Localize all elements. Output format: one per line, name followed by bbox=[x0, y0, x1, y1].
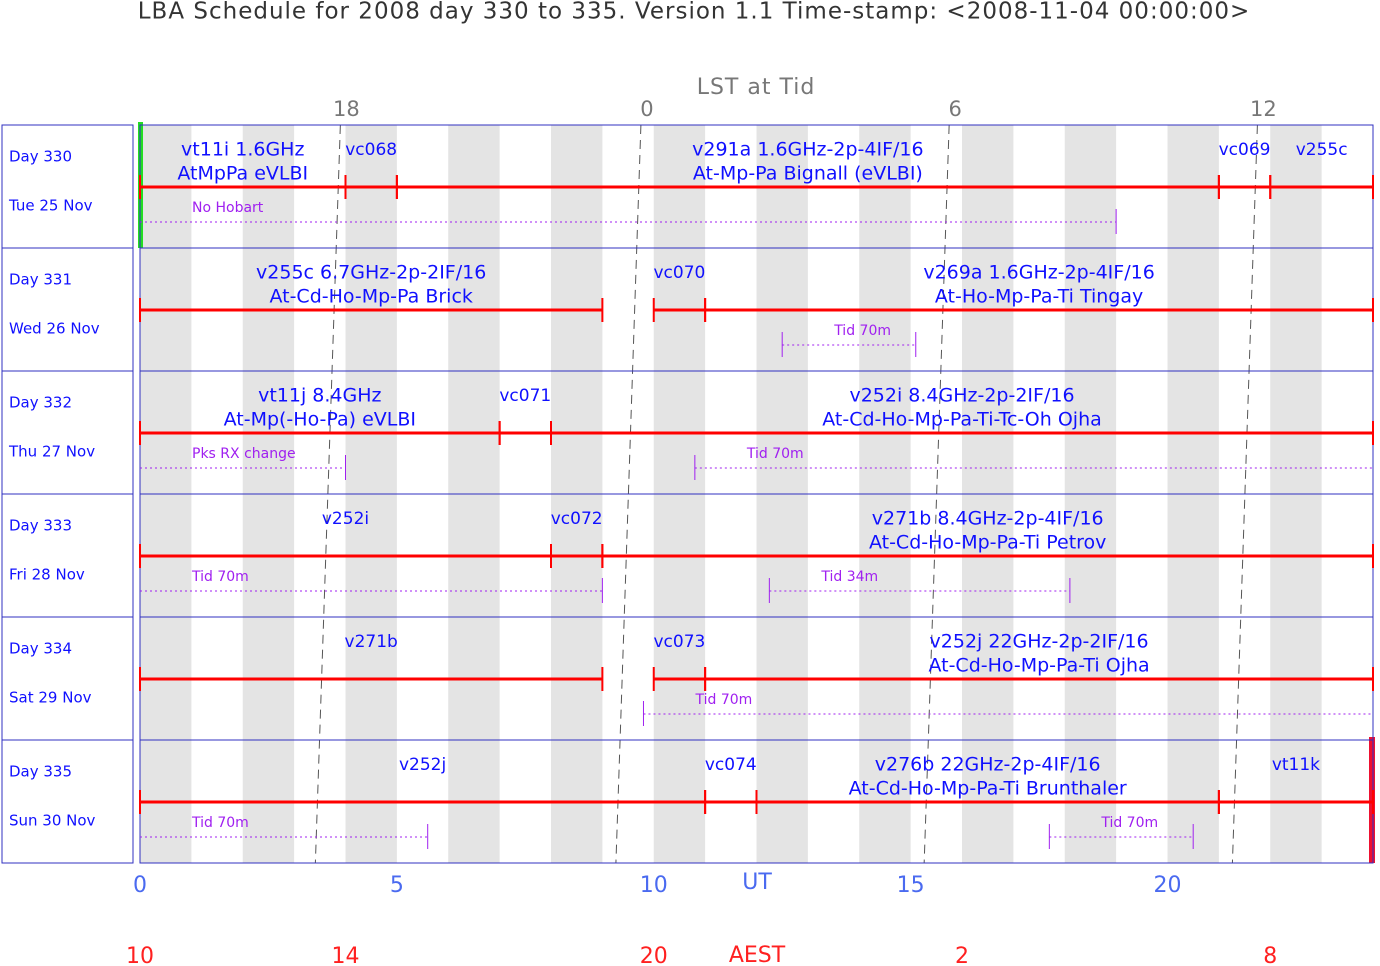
experiment-label: vc072 bbox=[551, 509, 603, 529]
experiment-label: vt11k bbox=[1272, 755, 1320, 775]
experiment-label: v252i 8.4GHz-2p-2IF/16 bbox=[849, 385, 1074, 407]
experiment-label: vt11i 1.6GHz bbox=[181, 139, 304, 161]
experiment-label: v271b bbox=[345, 632, 398, 652]
aest-tick-label: 8 bbox=[1263, 944, 1277, 966]
experiment-label: v271b 8.4GHz-2p-4IF/16 bbox=[872, 508, 1104, 530]
day-date: Thu 27 Nov bbox=[8, 443, 95, 461]
note-label: Tid 70m bbox=[191, 569, 249, 585]
experiment-label: At-Mp-Pa Bignall (eVLBI) bbox=[693, 163, 923, 185]
experiment-label: v255c 6.7GHz-2p-2IF/16 bbox=[256, 262, 486, 284]
aest-tick-label: 20 bbox=[640, 944, 668, 966]
day-label: Day 330 bbox=[9, 148, 72, 166]
note-label: Tid 70m bbox=[1100, 815, 1158, 831]
experiment-label: v269a 1.6GHz-2p-4IF/16 bbox=[923, 262, 1154, 284]
note-label: Tid 70m bbox=[191, 815, 249, 831]
day-date: Fri 28 Nov bbox=[9, 566, 85, 584]
experiment-label: vc068 bbox=[345, 140, 397, 160]
aest-tick-label: 10 bbox=[126, 944, 154, 966]
experiment-label: vc074 bbox=[705, 755, 757, 775]
note-label: No Hobart bbox=[192, 200, 264, 216]
chart-title: LBA Schedule for 2008 day 330 to 335. Ve… bbox=[138, 0, 1251, 25]
lst-tick-label: 12 bbox=[1250, 97, 1277, 121]
day-date: Tue 25 Nov bbox=[8, 197, 93, 215]
day-label-box bbox=[1, 739, 134, 864]
experiment-label: At-Cd-Ho-Mp-Pa-Ti Brunthaler bbox=[849, 778, 1127, 800]
experiment-label: v276b 22GHz-2p-4IF/16 bbox=[875, 754, 1101, 776]
x-tick-label: 10 bbox=[640, 873, 668, 898]
lst-tick-label: 0 bbox=[640, 97, 653, 121]
experiment-label: vc070 bbox=[654, 263, 706, 283]
note-label: Tid 70m bbox=[746, 446, 804, 462]
experiment-label: v291a 1.6GHz-2p-4IF/16 bbox=[692, 139, 923, 161]
experiment-label: At-Cd-Ho-Mp-Pa Brick bbox=[269, 286, 472, 308]
x-tick-label: 20 bbox=[1154, 873, 1182, 898]
x-axis-label: UT bbox=[742, 870, 772, 895]
experiment-label: vc073 bbox=[654, 632, 706, 652]
note-label: Tid 70m bbox=[833, 323, 891, 339]
experiment-label: vc071 bbox=[499, 386, 551, 406]
experiment-label: At-Mp(-Ho-Pa) eVLBI bbox=[224, 409, 416, 431]
day-label: Day 332 bbox=[9, 394, 72, 412]
note-label: Pks RX change bbox=[192, 446, 296, 462]
day-label: Day 331 bbox=[9, 271, 72, 289]
experiment-label: vt11j 8.4GHz bbox=[258, 385, 381, 407]
day-date: Sat 29 Nov bbox=[9, 689, 92, 707]
experiment-label: At-Ho-Mp-Pa-Ti Tingay bbox=[935, 286, 1143, 308]
aest-tick-label: 2 bbox=[955, 944, 969, 966]
experiment-label: At-Cd-Ho-Mp-Pa-Ti Ojha bbox=[928, 655, 1149, 677]
lst-tick-label: 6 bbox=[948, 97, 961, 121]
x-tick-label: 0 bbox=[133, 873, 147, 898]
experiment-label: v252j bbox=[399, 755, 446, 775]
experiment-label: v252j 22GHz-2p-2IF/16 bbox=[930, 631, 1149, 653]
x-tick-label: 5 bbox=[390, 873, 404, 898]
experiment-label: At-Cd-Ho-Mp-Pa-Ti Petrov bbox=[869, 532, 1106, 554]
experiment-label: vc069 bbox=[1219, 140, 1271, 160]
x-tick-label: 15 bbox=[897, 873, 925, 898]
aest-tick-label: 14 bbox=[332, 944, 360, 966]
day-date: Wed 26 Nov bbox=[9, 320, 100, 338]
note-label: Tid 34m bbox=[820, 569, 878, 585]
experiment-label: AtMpPa eVLBI bbox=[177, 163, 308, 185]
lst-tick-label: 18 bbox=[333, 97, 360, 121]
top-axis-label: LST at Tid bbox=[697, 75, 816, 100]
note-label: Tid 70m bbox=[694, 692, 752, 708]
experiment-label: At-Cd-Ho-Mp-Pa-Ti-Tc-Oh Ojha bbox=[822, 409, 1102, 431]
day-label: Day 333 bbox=[9, 517, 72, 535]
day-label: Day 335 bbox=[9, 763, 72, 781]
day-date: Sun 30 Nov bbox=[9, 812, 96, 830]
day-label: Day 334 bbox=[9, 640, 72, 658]
experiment-label: v252i bbox=[322, 509, 369, 529]
aest-axis-label: AEST bbox=[729, 943, 786, 966]
experiment-label: v255c bbox=[1296, 140, 1348, 160]
